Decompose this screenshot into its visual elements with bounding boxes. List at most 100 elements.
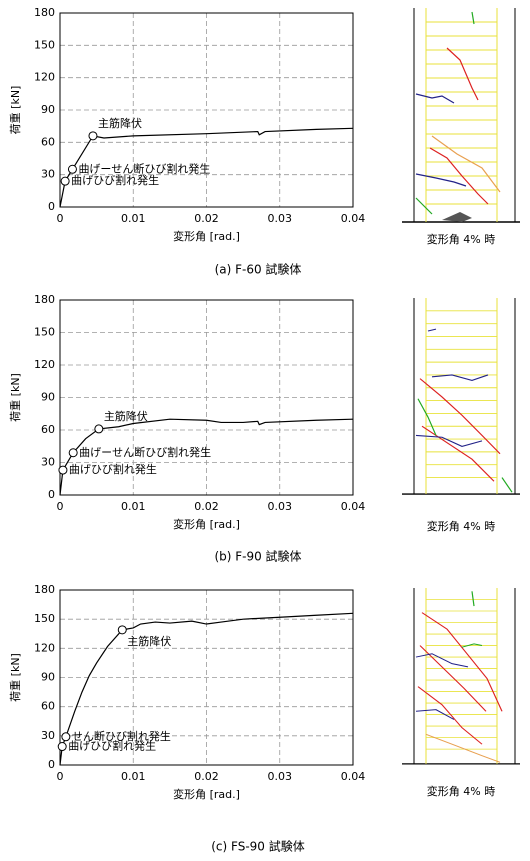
- y-tick-label: 120: [34, 71, 55, 84]
- annotation-marker: [88, 131, 98, 141]
- annotation-marker: [58, 465, 68, 475]
- y-tick-label: 60: [41, 700, 55, 713]
- x-tick-label: 0.01: [121, 212, 146, 225]
- y-tick-label: 60: [41, 423, 55, 436]
- crack: [419, 378, 501, 455]
- x-tick-label: 0.04: [341, 212, 366, 225]
- y-tick-label: 180: [34, 293, 55, 306]
- y-axis-label: 荷重 [kN]: [8, 653, 22, 702]
- image-caption: 変形角 4% 時: [427, 784, 495, 798]
- x-tick-label: 0.01: [121, 770, 146, 783]
- crack-pattern: [401, 7, 521, 223]
- annotation: 主筋降伏: [98, 116, 142, 130]
- x-tick-label: 0: [57, 212, 64, 225]
- crack: [471, 11, 475, 25]
- x-tick-label: 0.02: [194, 500, 219, 513]
- y-tick-label: 0: [48, 758, 55, 771]
- annotation: 主筋降伏: [104, 409, 148, 423]
- crack-pattern: [401, 297, 521, 495]
- y-tick-label: 90: [41, 391, 55, 404]
- annotation: 曲げひび割れ発生: [71, 173, 159, 187]
- plot-frame: [59, 12, 354, 208]
- annotation-marker: [61, 732, 71, 742]
- specimen-outline: [401, 297, 521, 495]
- crack: [421, 425, 495, 482]
- crack: [421, 612, 503, 712]
- crack: [417, 686, 483, 745]
- y-tick-label: 30: [41, 168, 55, 181]
- image-caption: 変形角 4% 時: [427, 519, 495, 533]
- annotation: せん断ひび割れ発生: [72, 729, 171, 743]
- crack: [415, 93, 455, 104]
- crack: [415, 173, 467, 187]
- x-tick-label: 0.02: [194, 212, 219, 225]
- annotation: 曲げーせん断ひび割れ発生: [78, 161, 210, 175]
- crack: [415, 197, 433, 215]
- chart-title: (b) F-90 試験体: [214, 549, 301, 564]
- annotation: 曲げひび割れ発生: [68, 739, 156, 753]
- y-tick-label: 30: [41, 729, 55, 742]
- crack: [446, 47, 479, 101]
- chart-title: (a) F-60 試験体: [215, 262, 302, 277]
- crack: [419, 645, 487, 712]
- annotation: 主筋降伏: [127, 634, 171, 648]
- crack: [429, 147, 489, 205]
- y-tick-label: 150: [34, 612, 55, 625]
- y-tick-label: 180: [34, 583, 55, 596]
- y-tick-label: 60: [41, 135, 55, 148]
- crack: [431, 374, 489, 382]
- crack: [415, 434, 483, 447]
- plot-frame: [59, 299, 354, 496]
- crack: [415, 709, 455, 720]
- data-line: [59, 418, 354, 496]
- x-tick-label: 0: [57, 500, 64, 513]
- y-tick-label: 30: [41, 456, 55, 469]
- x-tick-label: 0.02: [194, 770, 219, 783]
- x-axis-label: 変形角 [rad.]: [173, 787, 240, 801]
- y-tick-label: 90: [41, 103, 55, 116]
- x-tick-label: 0.01: [121, 500, 146, 513]
- y-axis-label: 荷重 [kN]: [8, 86, 22, 135]
- crack: [425, 733, 501, 763]
- y-tick-label: 0: [48, 488, 55, 501]
- annotation-marker: [60, 176, 70, 186]
- spall: [442, 212, 472, 222]
- y-tick-label: 120: [34, 358, 55, 371]
- annotation: 曲げひび割れ発生: [69, 462, 157, 476]
- image-caption: 変形角 4% 時: [427, 232, 495, 246]
- y-tick-label: 0: [48, 200, 55, 213]
- crack-pattern: [401, 587, 521, 765]
- annotation-marker: [57, 742, 67, 752]
- x-tick-label: 0: [57, 770, 64, 783]
- y-tick-label: 150: [34, 38, 55, 51]
- x-tick-label: 0.04: [341, 500, 366, 513]
- y-tick-label: 90: [41, 671, 55, 684]
- crack: [427, 328, 437, 332]
- data-line: [59, 612, 354, 766]
- crack: [461, 643, 483, 648]
- annotation-marker: [94, 424, 104, 434]
- y-tick-label: 180: [34, 6, 55, 19]
- annotation: 曲げーせん断ひび割れ発生: [79, 445, 211, 459]
- specimen-outline: [401, 587, 521, 765]
- annotation-marker: [68, 448, 78, 458]
- x-axis-label: 変形角 [rad.]: [173, 229, 240, 243]
- y-tick-label: 150: [34, 326, 55, 339]
- specimen-outline: [401, 7, 521, 223]
- x-axis-label: 変形角 [rad.]: [173, 517, 240, 531]
- plot-frame: [59, 589, 354, 766]
- x-tick-label: 0.03: [268, 770, 293, 783]
- x-tick-label: 0.03: [268, 212, 293, 225]
- crack: [431, 135, 501, 193]
- crack: [417, 398, 437, 436]
- crack: [415, 653, 469, 668]
- x-tick-label: 0.03: [268, 500, 293, 513]
- y-tick-label: 120: [34, 641, 55, 654]
- x-tick-label: 0.04: [341, 770, 366, 783]
- annotation-marker: [117, 625, 127, 635]
- y-axis-label: 荷重 [kN]: [8, 373, 22, 422]
- crack: [501, 477, 513, 493]
- annotation-marker: [67, 164, 77, 174]
- chart-title: (c) FS-90 試験体: [211, 839, 305, 854]
